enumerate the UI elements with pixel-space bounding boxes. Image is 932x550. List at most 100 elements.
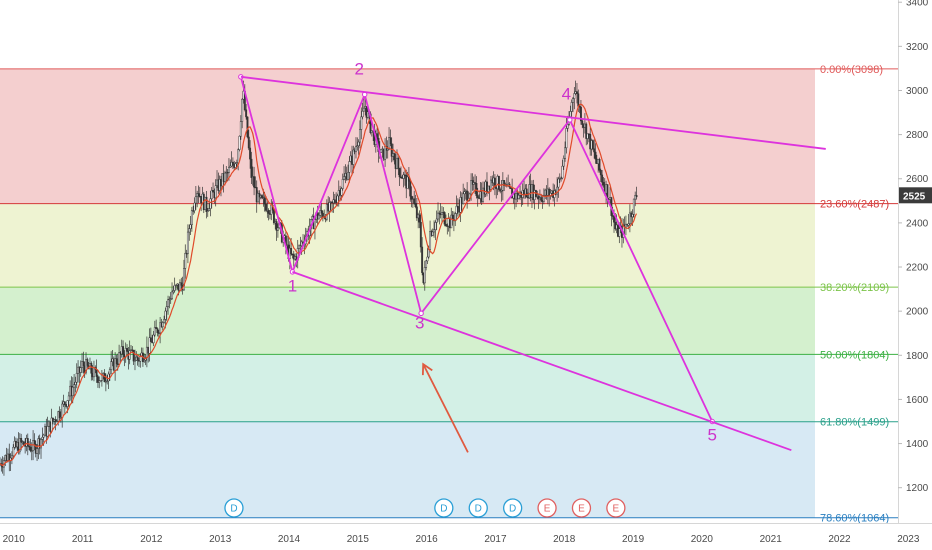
candle-body (497, 176, 500, 190)
candle-body (159, 322, 162, 334)
y-tick-label: 2800 (906, 130, 929, 141)
candle-body (190, 210, 193, 226)
candle-body (171, 291, 173, 299)
candle-body (210, 190, 213, 200)
candle-body (601, 174, 604, 183)
candle-body (75, 373, 78, 383)
candle-body (263, 197, 266, 205)
candle-body (197, 193, 200, 197)
candle-body (100, 374, 103, 381)
candle-body (385, 146, 388, 151)
y-tick-label: 2400 (906, 218, 929, 229)
event-marker-label: D (509, 504, 516, 515)
event-marker-label: D (475, 504, 482, 515)
y-axis[interactable]: 1200 1400 1600 1800 2000 2200 2400 2600 2800 3000… (898, 0, 932, 523)
candle-body (107, 373, 110, 382)
candle-body (624, 223, 627, 228)
x-tick-label: 2011 (72, 534, 94, 545)
candle-body (29, 446, 32, 452)
candle-body (148, 337, 151, 354)
candle-body (247, 136, 250, 149)
candle-body (161, 322, 164, 328)
candle-body (419, 221, 422, 248)
candle-body (238, 135, 241, 150)
candle-body (143, 360, 146, 363)
candle-body (46, 426, 49, 437)
candle-body (165, 306, 168, 312)
candle-body (253, 176, 256, 188)
candle-body (175, 284, 177, 287)
annotation-arrow (421, 362, 469, 453)
candle-body (463, 191, 466, 195)
candle-body (132, 350, 135, 362)
candle-body (602, 181, 605, 186)
candle-body (632, 198, 635, 215)
candle-body (169, 298, 172, 300)
trendline-1 (292, 271, 792, 452)
candle-body (58, 411, 61, 418)
candle-body (258, 193, 261, 198)
fib-label-4: 61.80%(1499) (820, 417, 889, 429)
candle-body (462, 193, 465, 204)
candle-body (336, 195, 339, 203)
candle-body (576, 91, 578, 94)
candle-body (103, 373, 106, 383)
candle-body (205, 196, 208, 212)
candle-body (556, 186, 559, 195)
candle-body (425, 260, 428, 268)
candle-body (139, 355, 142, 362)
fibonacci-bands (0, 68, 815, 518)
fib-band-2 (0, 287, 815, 355)
candle-body (360, 116, 363, 130)
candle-body (118, 352, 121, 365)
candle-body (186, 231, 189, 254)
fib-band-3 (0, 354, 815, 422)
fib-band-1 (0, 203, 815, 288)
candle-body (155, 327, 158, 330)
candle-body (415, 206, 418, 219)
candle-body (99, 380, 102, 382)
candle-body (12, 446, 15, 457)
moving-average-line (0, 103, 638, 467)
fibonacci-labels: 0.00%(3098) 23.60%(2487) 38.20%(2109) 50.00… (820, 64, 889, 525)
candle-body (20, 438, 23, 443)
candle-body (136, 356, 139, 361)
candle-body (591, 140, 594, 150)
candle-body (397, 157, 400, 169)
candle-body (224, 172, 226, 182)
candle-body (573, 93, 576, 99)
candle-body (579, 106, 582, 122)
candle-body (443, 212, 446, 225)
candle-body (272, 209, 275, 224)
candle-body (184, 252, 187, 269)
candle-body (358, 129, 361, 143)
candle-body (357, 141, 360, 146)
candle-body (402, 174, 405, 179)
y-tick-label: 2200 (906, 263, 929, 274)
candle-body (231, 161, 234, 166)
x-tick-label: 2012 (140, 534, 163, 545)
candle-body (26, 438, 29, 447)
candle-body (493, 177, 496, 188)
candle-body (106, 380, 109, 382)
candle-body (482, 187, 484, 202)
candle-body (10, 455, 13, 459)
candle-body (54, 419, 57, 422)
candle-body (261, 195, 263, 199)
candle-body (343, 176, 346, 180)
event-marker-3 (503, 498, 523, 518)
trendlines (240, 75, 826, 452)
candle-body (540, 197, 543, 201)
candle-body (227, 167, 230, 173)
x-tick-label: 2013 (209, 534, 232, 545)
candle-body (561, 165, 564, 179)
candle-body (525, 188, 528, 198)
candle-body (426, 256, 429, 262)
candle-body (631, 214, 634, 218)
candle-body (85, 359, 87, 374)
candle-body (341, 179, 344, 189)
candle-body (250, 158, 253, 178)
candle-body (406, 176, 409, 189)
candle-body (613, 215, 615, 223)
